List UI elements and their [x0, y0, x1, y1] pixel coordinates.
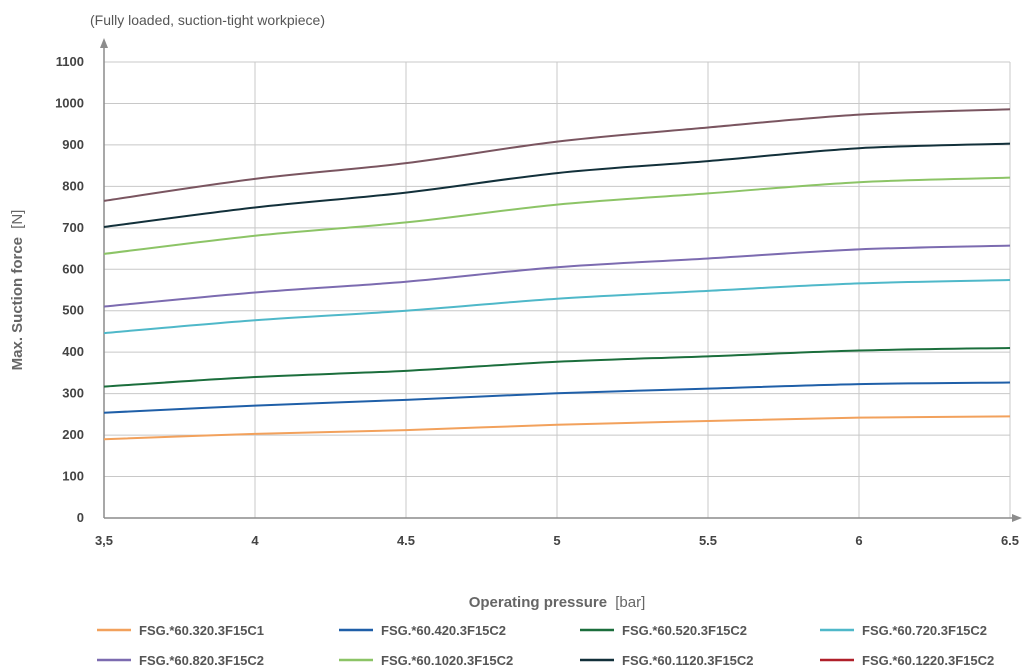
y-tick-label: 1100 [56, 54, 84, 69]
legend-item: FSG.*60.1020.3F15C2 [339, 653, 513, 668]
y-axis-arrow [100, 38, 108, 48]
y-axis-title-unit: [N] [9, 210, 26, 229]
y-tick-label: 0 [77, 510, 84, 525]
legend-item: FSG.*60.820.3F15C2 [97, 653, 264, 668]
legend-item: FSG.*60.720.3F15C2 [820, 623, 987, 638]
y-tick-label: 900 [62, 137, 84, 152]
legend-label: FSG.*60.1020.3F15C2 [381, 653, 513, 668]
legend-label: FSG.*60.720.3F15C2 [862, 623, 987, 638]
x-tick-label: 5.5 [699, 533, 717, 548]
legend-item: FSG.*60.320.3F15C1 [97, 623, 264, 638]
chart-subtitle: (Fully loaded, suction-tight workpiece) [90, 12, 325, 28]
y-axis-title-main: Max. Suction force [9, 237, 26, 370]
legend-label: FSG.*60.820.3F15C2 [139, 653, 264, 668]
legend-item: FSG.*60.420.3F15C2 [339, 623, 506, 638]
x-axis-title-unit: [bar] [615, 594, 645, 611]
legend-label: FSG.*60.420.3F15C2 [381, 623, 506, 638]
y-axis-title: Max. Suction force [N] [9, 210, 26, 371]
legend-item: FSG.*60.1120.3F15C2 [580, 653, 754, 668]
legend-label: FSG.*60.320.3F15C1 [139, 623, 264, 638]
y-tick-label: 200 [62, 427, 84, 442]
y-tick-label: 600 [62, 261, 84, 276]
y-tick-label: 700 [62, 220, 84, 235]
y-tick-label: 300 [62, 386, 84, 401]
y-tick-label: 400 [62, 344, 84, 359]
y-tick-label: 100 [62, 469, 84, 484]
x-axis-arrow [1012, 514, 1022, 522]
legend: FSG.*60.320.3F15C1 FSG.*60.420.3F15C2 FSG.… [97, 623, 994, 668]
legend-label: FSG.*60.1120.3F15C2 [622, 653, 754, 668]
x-axis-title-main: Operating pressure [469, 594, 607, 611]
x-axis-title: Operating pressure [bar] [469, 594, 646, 611]
x-tick-label: 4 [251, 533, 259, 548]
x-tick-labels: 3,5 4 4.5 5 5.5 6 6.5 [95, 533, 1019, 548]
legend-label: FSG.*60.1220.3F15C2 [862, 653, 994, 668]
y-tick-label: 1000 [55, 95, 84, 110]
axes [100, 38, 1022, 522]
legend-item: FSG.*60.520.3F15C2 [580, 623, 747, 638]
x-tick-label: 6 [855, 533, 862, 548]
x-tick-label: 3,5 [95, 533, 113, 548]
x-tick-label: 5 [553, 533, 560, 548]
y-tick-label: 800 [62, 178, 84, 193]
x-tick-label: 4.5 [397, 533, 415, 548]
y-tick-label: 500 [62, 303, 84, 318]
legend-item: FSG.*60.1220.3F15C2 [820, 653, 994, 668]
x-tick-label: 6.5 [1001, 533, 1019, 548]
y-tick-labels: 0 100 200 300 400 500 600 700 800 900 1000 1100 [55, 54, 84, 525]
legend-label: FSG.*60.520.3F15C2 [622, 623, 747, 638]
grid [104, 62, 1010, 518]
